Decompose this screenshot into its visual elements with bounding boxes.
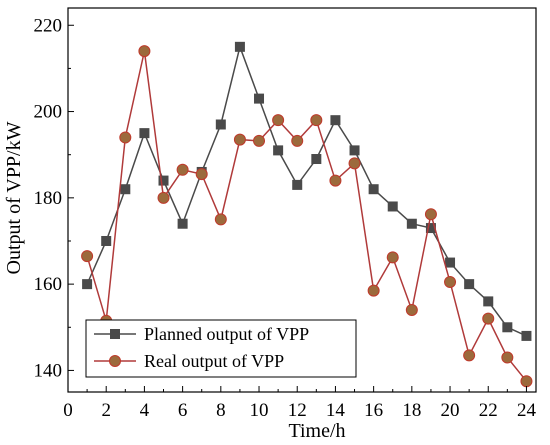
x-tick-label: 10 — [250, 400, 269, 421]
data-point-real — [176, 163, 189, 176]
x-tick-label: 20 — [441, 400, 460, 421]
data-point-real — [367, 284, 380, 297]
data-point-planned — [464, 279, 475, 290]
x-tick-label: 24 — [517, 400, 537, 421]
y-tick-label: 180 — [34, 188, 63, 209]
data-point-real — [501, 351, 514, 364]
legend-box — [85, 319, 357, 378]
x-tick-label: 0 — [63, 400, 73, 421]
legend-label-real: Real output of VPP — [144, 351, 284, 371]
legend-marker-planned — [110, 329, 120, 339]
data-point-real — [520, 375, 533, 388]
data-point-planned — [406, 218, 417, 229]
data-point-planned — [445, 257, 456, 268]
data-point-real — [291, 134, 304, 147]
legend: Planned output of VPP Real output of VPP — [85, 319, 357, 378]
data-point-planned — [311, 154, 322, 165]
data-point-planned — [273, 145, 284, 156]
data-point-real — [348, 157, 361, 170]
data-point-planned — [292, 179, 303, 190]
x-tick-label: 2 — [101, 400, 111, 421]
y-tick-label: 200 — [34, 102, 63, 123]
x-tick-label: 16 — [364, 400, 383, 421]
data-point-planned — [425, 223, 436, 234]
x-tick-label: 8 — [216, 400, 226, 421]
data-point-planned — [177, 218, 188, 229]
data-point-planned — [215, 119, 226, 130]
data-point-planned — [82, 279, 93, 290]
data-point-planned — [521, 330, 532, 341]
x-tick-label: 14 — [326, 400, 346, 421]
x-tick-label: 18 — [402, 400, 421, 421]
legend-marker-real — [109, 355, 121, 367]
data-point-real — [214, 213, 227, 226]
data-point-planned — [254, 93, 265, 104]
data-point-real — [329, 174, 342, 187]
data-point-real — [463, 349, 476, 362]
data-point-planned — [483, 296, 494, 307]
data-point-real — [157, 191, 170, 204]
series-line-1 — [86, 44, 527, 337]
data-point-real — [444, 275, 457, 288]
data-point-planned — [349, 145, 360, 156]
x-tick-label: 6 — [178, 400, 188, 421]
data-point-planned — [158, 175, 169, 186]
data-point-planned — [139, 128, 150, 139]
series-line-2 — [86, 50, 528, 382]
data-point-real — [310, 114, 323, 127]
data-point-real — [233, 133, 246, 146]
data-point-planned — [234, 41, 245, 52]
x-tick-label: 12 — [288, 400, 307, 421]
data-point-planned — [330, 115, 341, 126]
data-point-real — [81, 250, 94, 263]
legend-label-planned: Planned output of VPP — [144, 324, 309, 344]
y-axis-title: Output of VPP/kW — [3, 121, 25, 274]
data-point-planned — [101, 235, 112, 246]
data-point-real — [405, 304, 418, 317]
y-tick-label: 160 — [34, 274, 63, 295]
plot-layer — [81, 41, 533, 388]
data-point-real — [195, 168, 208, 181]
data-point-real — [482, 312, 495, 325]
data-point-real — [386, 251, 399, 264]
data-point-real — [424, 208, 437, 221]
data-point-real — [138, 45, 151, 58]
data-point-real — [119, 131, 132, 144]
data-point-planned — [387, 201, 398, 212]
data-point-planned — [502, 322, 513, 333]
x-tick-label: 4 — [140, 400, 150, 421]
data-point-planned — [368, 184, 379, 195]
y-tick-label: 140 — [34, 360, 63, 381]
data-point-real — [272, 114, 285, 127]
data-point-planned — [120, 184, 131, 195]
y-tick-label: 220 — [34, 15, 63, 36]
plot-frame — [67, 7, 537, 393]
x-axis-title: Time/h — [288, 420, 345, 442]
data-point-real — [253, 134, 266, 147]
x-tick-label: 22 — [479, 400, 498, 421]
